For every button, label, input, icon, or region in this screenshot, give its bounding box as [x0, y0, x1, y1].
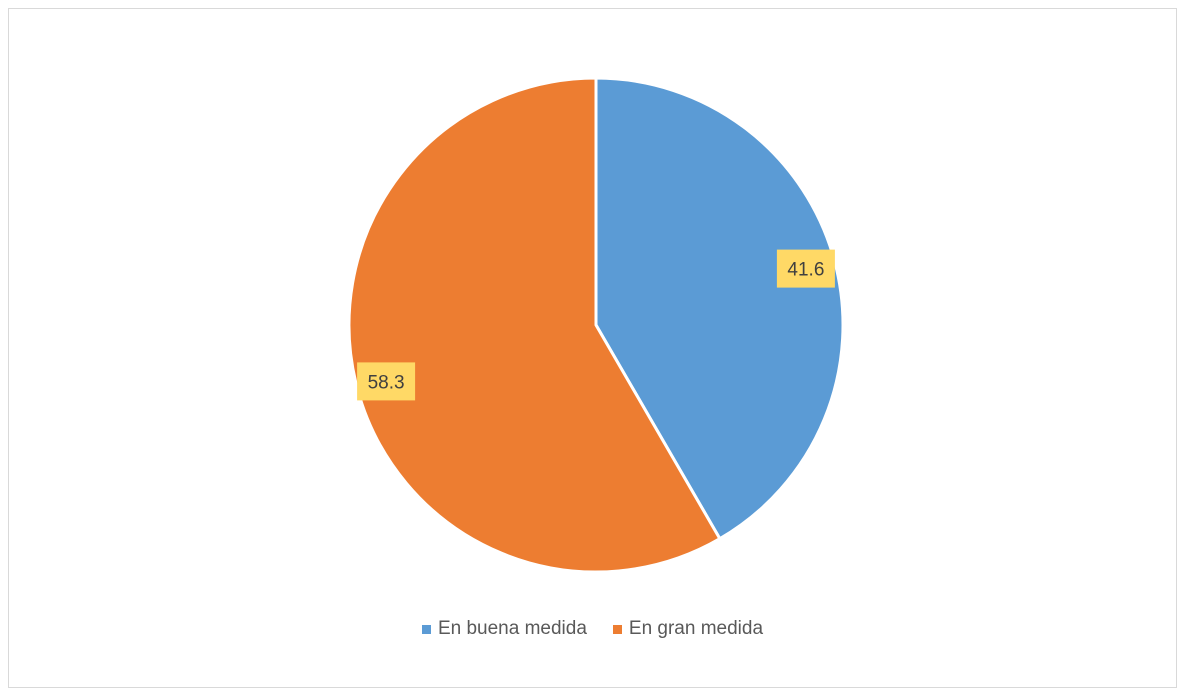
data-label-bg-en-buena-medida — [776, 249, 835, 288]
legend-label-en-buena-medida: En buena medida — [437, 618, 587, 639]
data-label-bg-en-gran-medida — [357, 362, 416, 401]
legend-swatch-en-buena-medida — [421, 624, 431, 634]
data-label-text-en-gran-medida: 58.3 — [368, 372, 405, 393]
data-label-en-buena-medida: 41.6 — [776, 249, 835, 288]
legend: En buena medida En gran medida — [0, 618, 1185, 640]
legend-label-en-gran-medida: En gran medida — [628, 618, 764, 639]
data-label-text-en-buena-medida: 41.6 — [787, 260, 824, 281]
legend-item-en-gran-medida[interactable]: En gran medida — [612, 618, 764, 640]
data-label-en-gran-medida: 58.3 — [357, 362, 416, 401]
legend-item-en-buena-medida[interactable]: En buena medida — [421, 618, 587, 640]
legend-swatch-en-gran-medida — [612, 624, 622, 634]
